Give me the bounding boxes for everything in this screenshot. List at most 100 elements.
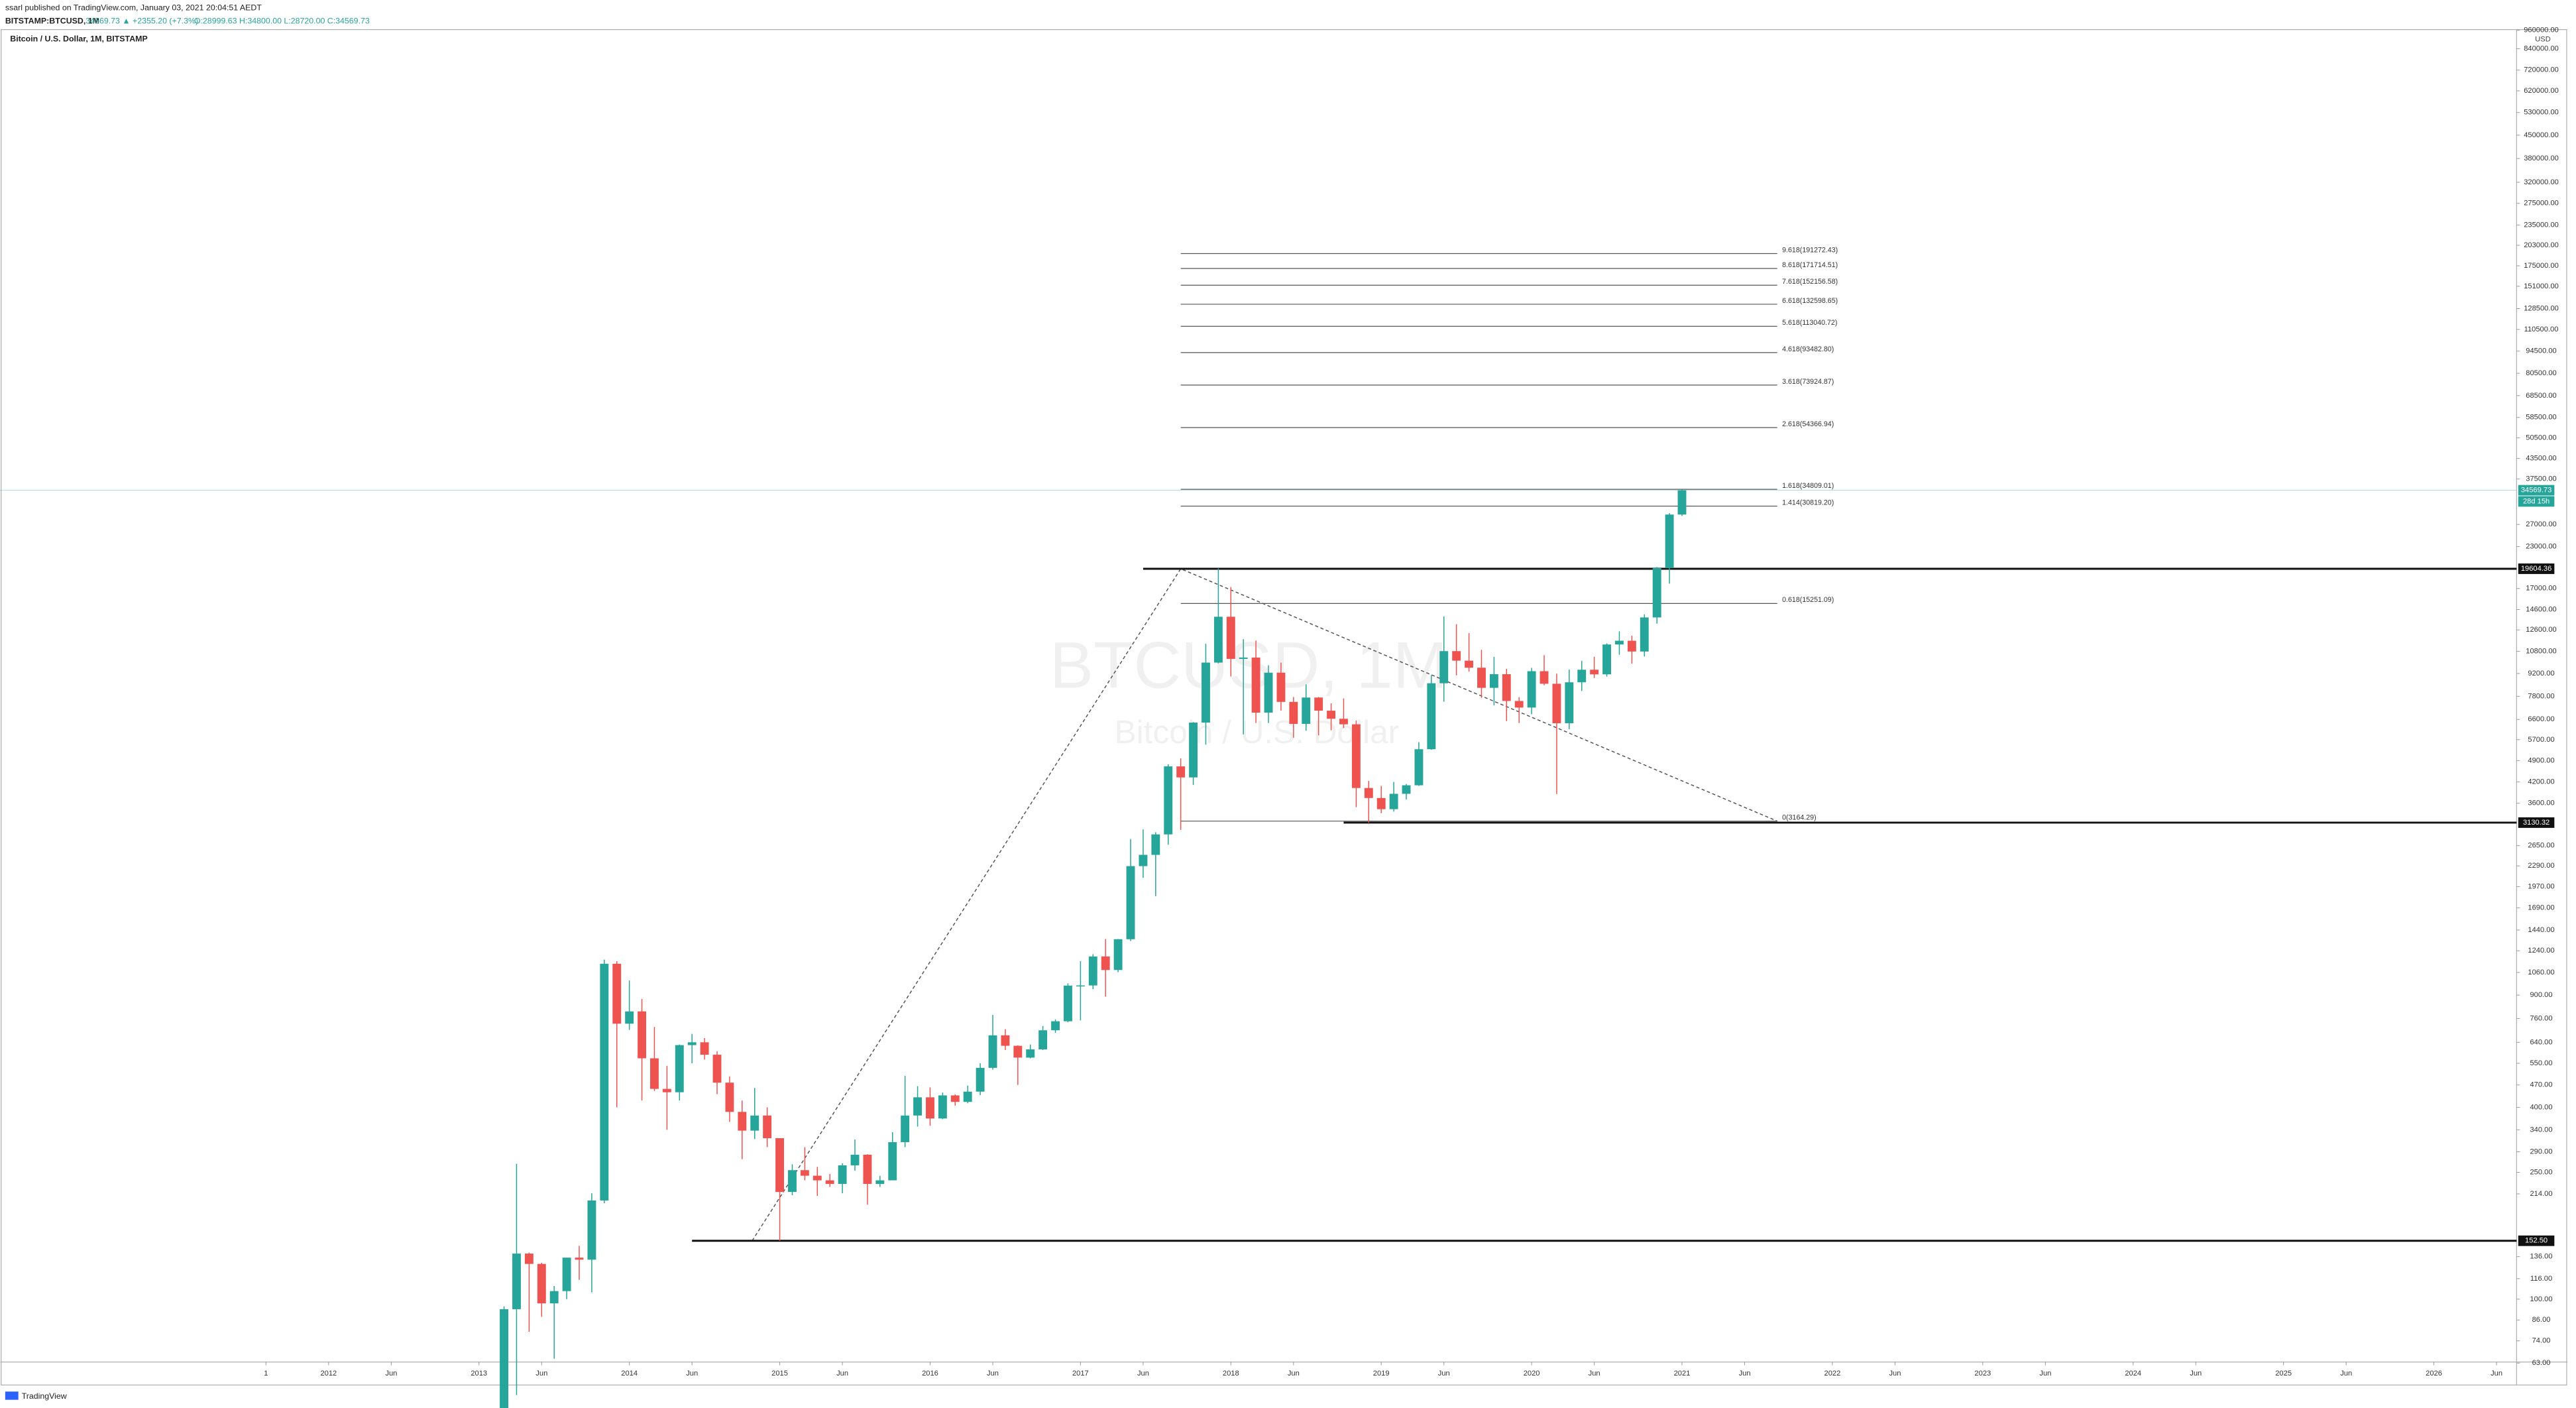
price-label-box — [2518, 563, 2555, 574]
y-tick-label: 1240.00 — [2528, 947, 2554, 955]
y-tick-label: 136.00 — [2530, 1253, 2552, 1261]
price-label: 19604.36 — [2521, 565, 2551, 573]
x-tick-label: 2012 — [320, 1370, 337, 1378]
y-tick-label: 23000.00 — [2526, 543, 2556, 551]
price-label: 3130.32 — [2523, 819, 2549, 827]
x-tick-label: 2022 — [1824, 1370, 1841, 1378]
y-tick-label: 400.00 — [2530, 1103, 2552, 1111]
tradingview-logo: TradingView — [5, 1391, 67, 1401]
candle-body — [800, 1170, 809, 1176]
candle-body — [1577, 670, 1587, 683]
fib-label: 1.414(30819.20) — [1782, 499, 1834, 506]
candle-body — [1376, 797, 1386, 809]
y-tick-label: 128500.00 — [2524, 304, 2559, 312]
candle-body — [1565, 682, 1574, 723]
candle-body — [1038, 1030, 1048, 1050]
candle-body — [1213, 616, 1223, 663]
candle-body — [587, 1200, 596, 1260]
candle-body — [788, 1170, 797, 1193]
x-tick-label: Jun — [1889, 1370, 1901, 1378]
candle-body — [675, 1045, 684, 1092]
x-tick-label: Jun — [2039, 1370, 2051, 1378]
y-tick-label: 80500.00 — [2526, 369, 2556, 377]
y-tick-label: 840000.00 — [2524, 45, 2559, 53]
x-tick-label: Jun — [2340, 1370, 2352, 1378]
candle-body — [1439, 651, 1449, 683]
last-price-label: 34569.73 — [2521, 487, 2551, 495]
y-tick-label: 235000.00 — [2524, 221, 2559, 229]
x-tick-label: 2026 — [2426, 1370, 2442, 1378]
y-tick-label: 94500.00 — [2526, 347, 2556, 355]
candle-body — [863, 1154, 872, 1184]
x-tick-label: Jun — [2190, 1370, 2202, 1378]
candle-body — [1351, 724, 1361, 788]
watermark-sub: Bitcoin / U.S. Dollar — [1115, 713, 1400, 750]
y-tick-label: 1440.00 — [2528, 926, 2554, 934]
candle-body — [1101, 956, 1110, 970]
y-tick-label: 4900.00 — [2528, 756, 2554, 764]
candle-body — [988, 1035, 997, 1068]
candle-body — [1465, 660, 1474, 668]
candle-body — [825, 1180, 834, 1184]
countdown-box — [2518, 496, 2555, 507]
symbol: BITSTAMP:BTCUSD, 1M — [5, 16, 99, 25]
candle-body — [612, 963, 622, 1024]
candle-body — [650, 1058, 659, 1089]
candle-body — [926, 1097, 934, 1119]
candle-body — [562, 1258, 571, 1291]
price-label-box — [2518, 1235, 2555, 1246]
candle-body — [1615, 640, 1624, 645]
y-tick-label: 74.00 — [2532, 1337, 2551, 1345]
candle-body — [750, 1115, 759, 1131]
x-tick-label: 2024 — [2125, 1370, 2141, 1378]
candle-body — [1189, 723, 1198, 778]
candle-body — [1677, 490, 1687, 515]
y-tick-label: 58500.00 — [2526, 414, 2556, 422]
y-tick-label: 900.00 — [2530, 991, 2552, 999]
candle-body — [1640, 617, 1649, 652]
x-tick-label: Jun — [1739, 1370, 1751, 1378]
y-tick-label: 275000.00 — [2524, 200, 2559, 207]
countdown-label: 28d 15h — [2523, 497, 2549, 505]
candles — [500, 489, 1687, 1408]
fib-label: 6.618(132598.65) — [1782, 297, 1838, 305]
candle-body — [875, 1180, 885, 1184]
candle-body — [1088, 956, 1097, 986]
candle-body — [1314, 697, 1323, 711]
candle-body — [901, 1115, 910, 1142]
candle-body — [850, 1154, 860, 1165]
y-tick-label: 116.00 — [2530, 1275, 2552, 1283]
candle-body — [600, 963, 609, 1201]
candle-body — [1202, 662, 1210, 723]
last-price-box — [2518, 485, 2555, 496]
y-tick-label: 50500.00 — [2526, 434, 2556, 441]
x-tick-label: Jun — [686, 1370, 698, 1378]
candle-body — [524, 1254, 533, 1264]
y-tick-label: 37500.00 — [2526, 475, 2556, 483]
x-tick-label: 2013 — [471, 1370, 487, 1378]
candle-body — [913, 1097, 923, 1116]
x-tick-label: Jun — [836, 1370, 848, 1378]
x-tick-label: 2017 — [1072, 1370, 1089, 1378]
fib-label: 0(3164.29) — [1782, 814, 1816, 822]
candle-body — [1514, 701, 1524, 708]
price-label-box — [2518, 817, 2555, 828]
candle-body — [1327, 711, 1336, 719]
candle-body — [1665, 514, 1674, 568]
y-tick-label: 151000.00 — [2524, 282, 2559, 290]
y-tick-label: 2650.00 — [2528, 842, 2554, 850]
y-tick-label: 86.00 — [2532, 1316, 2551, 1324]
candle-body — [700, 1042, 709, 1055]
y-tick-label: 320000.00 — [2524, 178, 2559, 186]
candle-body — [1540, 671, 1549, 684]
price-label: 152.50 — [2525, 1237, 2548, 1245]
candle-body — [1552, 683, 1561, 723]
x-tick-label: 2019 — [1373, 1370, 1390, 1378]
y-tick-label: 7800.00 — [2528, 692, 2554, 700]
y-tick-label: 63.00 — [2532, 1359, 2551, 1367]
x-tick-label: Jun — [1288, 1370, 1300, 1378]
candle-body — [775, 1138, 785, 1193]
candle-body — [1402, 785, 1411, 794]
trendline — [752, 568, 1778, 1242]
